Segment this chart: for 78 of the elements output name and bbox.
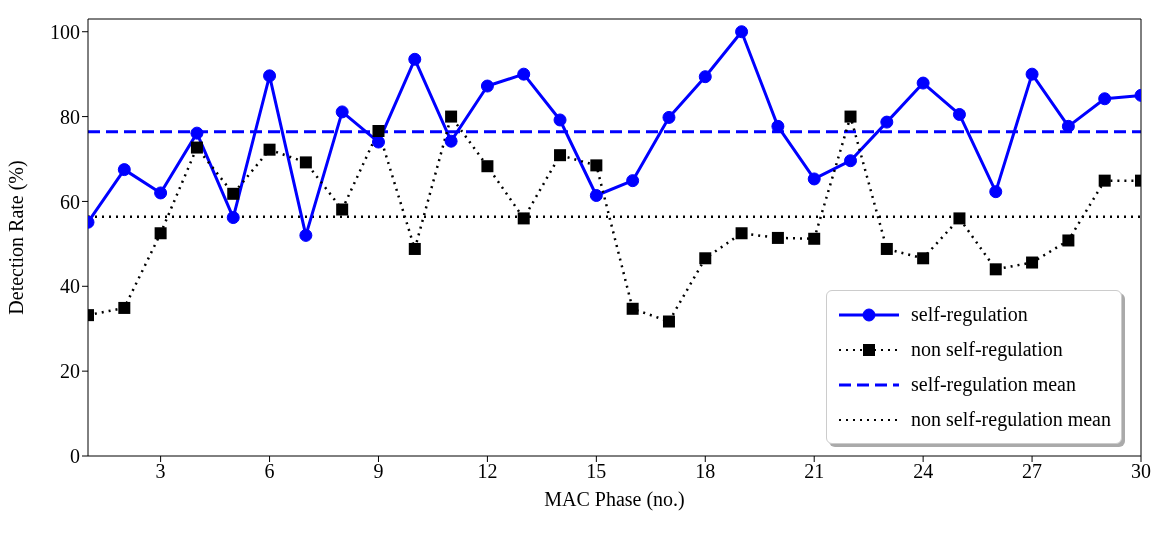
x-tick-label: 27	[1022, 460, 1043, 483]
point	[553, 113, 567, 127]
x-tick-label: 12	[477, 460, 498, 483]
point	[117, 163, 131, 177]
y-tick-label: 0	[70, 445, 80, 468]
point	[771, 231, 784, 244]
point	[626, 302, 639, 315]
y-tick-label: 20	[60, 360, 80, 383]
legend-label: non self-regulation mean	[911, 408, 1111, 431]
point	[735, 25, 749, 39]
point	[227, 187, 240, 200]
point	[735, 227, 748, 240]
point	[408, 242, 421, 255]
point	[263, 69, 277, 83]
legend-label: non self-regulation	[911, 338, 1063, 361]
x-axis-title: MAC Phase (no.)	[544, 488, 685, 511]
point	[190, 141, 203, 154]
point	[299, 156, 312, 169]
point	[699, 252, 712, 265]
point	[662, 315, 675, 328]
legend-label: self-regulation mean	[911, 373, 1076, 396]
point	[590, 159, 603, 172]
x-tick-label: 18	[695, 460, 716, 483]
point	[299, 228, 313, 242]
point	[336, 203, 349, 216]
point	[335, 105, 349, 119]
point	[517, 212, 530, 225]
point	[953, 212, 966, 225]
point	[1062, 234, 1075, 247]
point	[880, 242, 893, 255]
point	[844, 110, 857, 123]
x-tick-label: 3	[155, 460, 166, 483]
point	[952, 107, 966, 121]
legend-label: self-regulation	[911, 303, 1028, 326]
y-tick-label: 100	[50, 20, 80, 43]
point	[807, 172, 821, 186]
point	[1098, 92, 1112, 106]
y-axis-title: Detection Rate (%)	[5, 160, 29, 315]
point	[480, 79, 494, 93]
point	[880, 115, 894, 129]
point	[371, 135, 385, 149]
point	[662, 110, 676, 124]
point	[481, 160, 494, 173]
point	[1025, 67, 1039, 81]
point	[554, 149, 567, 162]
point	[190, 126, 204, 140]
point	[989, 185, 1003, 199]
y-tick-label: 80	[60, 105, 80, 128]
point	[263, 143, 276, 156]
point	[917, 252, 930, 265]
x-tick-label: 21	[804, 460, 825, 483]
x-tick-label: 30	[1131, 460, 1151, 483]
point	[698, 70, 712, 84]
point	[844, 154, 858, 168]
point	[517, 67, 531, 81]
point	[626, 174, 640, 188]
point	[916, 76, 930, 90]
x-tick-label: 6	[264, 460, 275, 483]
point	[1098, 174, 1111, 187]
point	[154, 186, 168, 200]
point	[408, 52, 422, 66]
point	[154, 227, 167, 240]
point	[1061, 119, 1075, 133]
point	[444, 134, 458, 148]
point	[118, 301, 131, 314]
point	[589, 189, 603, 202]
x-tick-label: 24	[913, 460, 934, 483]
point	[771, 119, 785, 133]
x-tick-label: 9	[373, 460, 384, 483]
point	[372, 125, 385, 138]
point	[1026, 256, 1039, 269]
point	[989, 263, 1002, 276]
point	[808, 232, 821, 245]
y-tick-label: 60	[60, 190, 80, 213]
x-tick-label: 15	[586, 460, 607, 483]
y-tick-label: 40	[60, 275, 80, 298]
point	[226, 211, 240, 225]
point	[445, 110, 458, 123]
